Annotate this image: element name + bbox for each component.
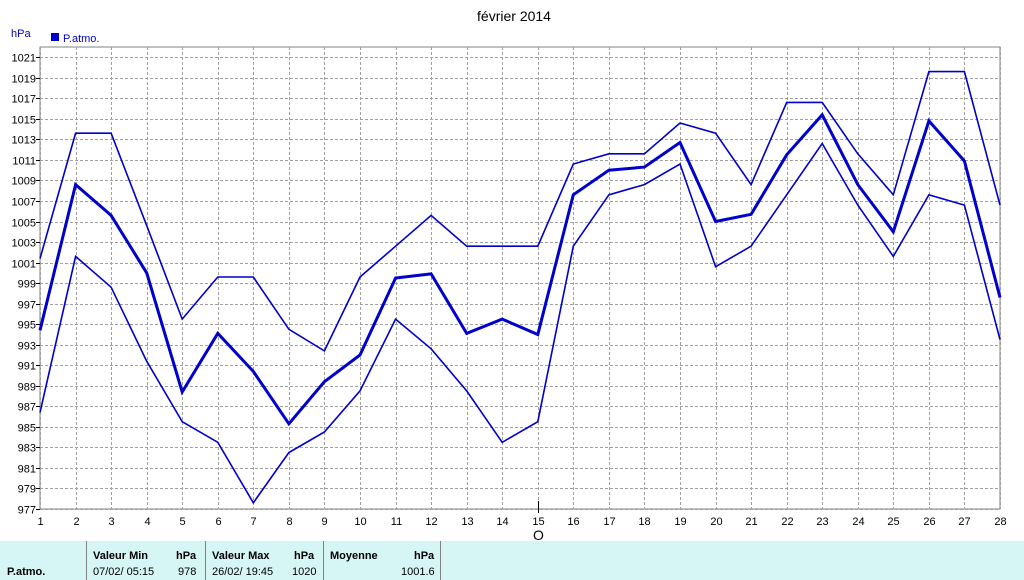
x-tick-label: 7 [250, 516, 256, 528]
x-tick-label: 11 [391, 516, 402, 528]
min-value: 978 [178, 566, 197, 578]
min-datetime: 07/02/ 05:15 [93, 566, 155, 578]
y-tick-label: 985 [18, 423, 36, 435]
x-tick-label: 8 [286, 516, 292, 528]
x-tick-label: 5 [179, 516, 185, 528]
y-tick-label: 999 [18, 279, 36, 291]
stats-divider [86, 541, 87, 580]
series-line-max [39, 70, 1001, 353]
legend-swatch [51, 33, 59, 41]
series-lines [38, 70, 1002, 505]
x-tick-label: 4 [144, 516, 150, 528]
x-tick-label: 18 [638, 516, 650, 528]
series-line-min [39, 142, 1001, 505]
y-tick-label: 1017 [12, 94, 36, 106]
avg-value: 1001.6 [401, 566, 435, 578]
y-tick-label: 1009 [12, 176, 36, 188]
x-tick-label: 13 [461, 516, 473, 528]
chart-title: février 2014 [477, 8, 551, 24]
min-header: Valeur Min [93, 550, 149, 562]
plot-frame [39, 46, 1001, 510]
min-unit: hPa [176, 550, 197, 562]
y-tick-label: 1001 [12, 259, 36, 271]
x-tick-label: 19 [674, 516, 686, 528]
y-tick-label: 1005 [12, 218, 36, 230]
legend-label: P.atmo. [63, 33, 100, 45]
stats-row-label: P.atmo. [7, 566, 46, 578]
y-tick-label: 1011 [12, 156, 36, 168]
x-tick-label: 14 [496, 516, 508, 528]
x-tick-label: 9 [321, 516, 327, 528]
y-tick-label: 983 [18, 443, 36, 455]
grid [39, 46, 1001, 510]
avg-header: Moyenne [330, 550, 378, 562]
x-tick-label: 26 [923, 516, 935, 528]
y-tick-label: 987 [18, 402, 36, 414]
y-unit-label: hPa [11, 28, 31, 40]
x-tick-label: 22 [781, 516, 793, 528]
x-tick-label: 15 [532, 516, 544, 528]
y-tick-label: 977 [18, 505, 36, 517]
x-tick-label: 23 [816, 516, 828, 528]
x-marker-label: O [533, 527, 544, 541]
stats-divider [323, 541, 324, 580]
x-tick-label: 1 [37, 516, 43, 528]
y-tick-label: 981 [18, 464, 36, 476]
axes: 9779799819839859879899919939959979991001… [12, 53, 1007, 542]
y-tick-label: 1003 [12, 238, 36, 250]
y-tick-label: 991 [18, 361, 36, 373]
pressure-chart: février 2014 hPa P.atmo. 977979981983985… [11, 8, 1007, 542]
x-tick-label: 12 [425, 516, 437, 528]
y-tick-label: 1013 [12, 135, 36, 147]
y-tick-label: 997 [18, 300, 36, 312]
max-value: 1020 [292, 566, 317, 578]
stats-panel: P.atmo. Valeur Min hPa 07/02/ 05:15 978 … [0, 541, 1024, 580]
x-tick-label: 10 [354, 516, 366, 528]
y-tick-label: 1019 [12, 74, 36, 86]
y-tick-label: 1007 [12, 197, 36, 209]
x-tick-label: 6 [215, 516, 221, 528]
x-tick-label: 17 [603, 516, 615, 528]
max-datetime: 26/02/ 19:45 [212, 566, 274, 578]
x-tick-label: 27 [958, 516, 970, 528]
avg-unit: hPa [414, 550, 435, 562]
y-tick-label: 1021 [12, 53, 36, 65]
max-header: Valeur Max [212, 550, 270, 562]
x-tick-label: 2 [73, 516, 79, 528]
y-tick-label: 1015 [12, 115, 36, 127]
x-tick-label: 3 [108, 516, 114, 528]
y-tick-label: 989 [18, 382, 36, 394]
max-unit: hPa [294, 550, 315, 562]
y-tick-label: 993 [18, 341, 36, 353]
x-tick-label: 20 [710, 516, 722, 528]
y-tick-label: 979 [18, 484, 36, 496]
series-line-mean [38, 112, 1002, 427]
stats-divider [440, 541, 441, 580]
x-tick-label: 21 [745, 516, 757, 528]
stats-divider [205, 541, 206, 580]
x-tick-label: 28 [994, 516, 1006, 528]
y-tick-label: 995 [18, 320, 36, 332]
x-tick-label: 16 [567, 516, 579, 528]
x-tick-label: 25 [887, 516, 899, 528]
x-tick-label: 24 [852, 516, 864, 528]
